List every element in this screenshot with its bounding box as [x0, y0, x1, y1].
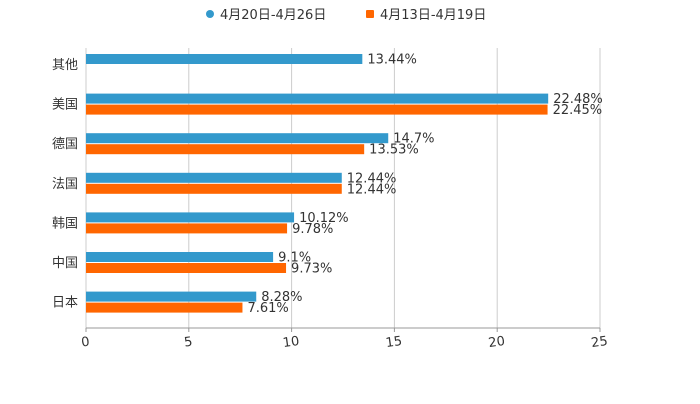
category-label-3: 法国 [52, 177, 78, 192]
bar-0-1 [86, 93, 549, 104]
bar-0-0 [86, 54, 363, 64]
data-label-0-4: 10.12% [299, 211, 349, 226]
bar-1-2 [86, 144, 365, 155]
bar-0-4 [86, 212, 295, 223]
data-label-1-2: 13.53% [369, 143, 419, 158]
data-label-1-5: 9.73% [291, 262, 332, 277]
bar-0-5 [86, 252, 274, 262]
x-tick-label-4: 20 [487, 334, 505, 351]
x-tick-label-2: 10 [282, 334, 300, 351]
data-label-0-0: 13.44% [367, 53, 417, 68]
bar-0-3 [86, 172, 342, 183]
category-label-4: 韩国 [52, 216, 78, 231]
data-label-0-2: 14.7% [393, 132, 434, 147]
legend-label-0: 4月20日-4月26日 [220, 8, 326, 23]
data-label-0-1: 22.48% [553, 92, 603, 107]
legend-label-1: 4月13日-4月19日 [380, 8, 486, 23]
bar-1-5 [86, 263, 287, 273]
data-label-0-5: 9.1% [278, 251, 311, 266]
category-label-1: 美国 [52, 98, 78, 113]
data-label-0-3: 12.44% [347, 171, 397, 186]
data-label-1-4: 9.78% [292, 222, 333, 237]
bar-1-3 [86, 183, 342, 194]
bar-0-2 [86, 133, 389, 144]
x-tick-label-5: 25 [590, 334, 608, 351]
bar-1-1 [86, 104, 548, 115]
x-tick-label-3: 15 [385, 334, 403, 351]
bar-1-6 [86, 302, 243, 313]
category-label-5: 中国 [52, 256, 78, 271]
legend-marker-0 [206, 10, 214, 18]
data-label-1-1: 22.45% [553, 103, 603, 118]
legend-marker-1 [366, 10, 374, 18]
bar-0-6 [86, 291, 257, 302]
data-label-1-3: 12.44% [347, 182, 397, 197]
data-label-1-6: 7.61% [247, 301, 288, 316]
category-label-6: 日本 [52, 296, 78, 311]
category-label-0: 其他 [52, 58, 78, 73]
category-label-2: 德国 [52, 137, 78, 152]
bar-1-4 [86, 223, 288, 234]
x-tick-label-1: 5 [183, 335, 193, 351]
x-tick-label-0: 0 [80, 335, 90, 351]
data-label-0-6: 8.28% [261, 290, 302, 305]
